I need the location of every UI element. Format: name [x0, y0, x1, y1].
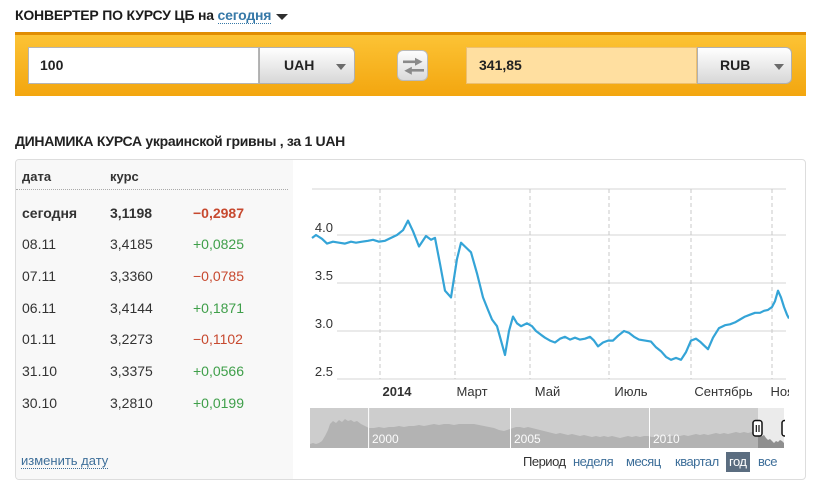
svg-text:Июль: Июль	[614, 384, 647, 399]
svg-text:Ноябрь: Ноябрь	[770, 384, 789, 399]
svg-text:Май: Май	[535, 384, 560, 399]
svg-text:4.0: 4.0	[315, 220, 333, 235]
svg-text:2005: 2005	[514, 432, 541, 446]
svg-text:3.0: 3.0	[315, 316, 333, 331]
svg-text:2014: 2014	[383, 384, 413, 399]
svg-text:2.5: 2.5	[315, 364, 333, 379]
svg-text:Март: Март	[456, 384, 487, 399]
svg-text:Сентябрь: Сентябрь	[694, 384, 752, 399]
svg-text:2000: 2000	[372, 432, 399, 446]
svg-text:2010: 2010	[653, 432, 680, 446]
svg-text:3.5: 3.5	[315, 268, 333, 283]
